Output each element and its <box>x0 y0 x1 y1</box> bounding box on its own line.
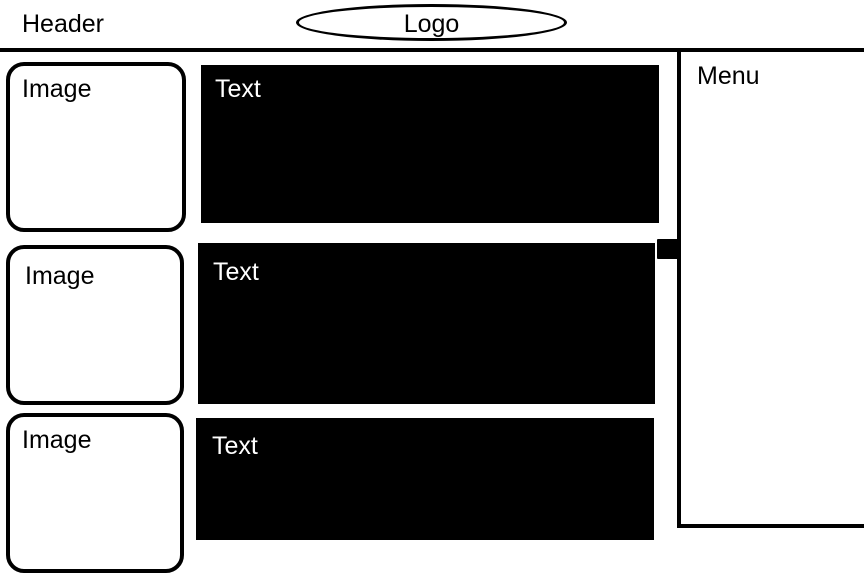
image-placeholder-2 <box>6 245 184 405</box>
text-block-2 <box>198 243 655 404</box>
image-label-3: Image <box>22 426 92 454</box>
menu-panel[interactable]: Menu <box>677 48 864 528</box>
image-label-2: Image <box>25 262 95 290</box>
text-label-1: Text <box>215 75 261 103</box>
logo[interactable]: Logo <box>296 4 567 41</box>
menu-label: Menu <box>697 62 760 90</box>
logo-label: Logo <box>403 10 460 38</box>
text-block-3 <box>196 418 654 540</box>
image-label-1: Image <box>22 75 92 103</box>
text-block-1 <box>201 65 659 223</box>
text-label-3: Text <box>212 432 258 460</box>
header-divider <box>0 48 864 52</box>
text-label-2: Text <box>213 258 259 286</box>
image-placeholder-1 <box>6 62 186 232</box>
header-label: Header <box>22 10 104 38</box>
